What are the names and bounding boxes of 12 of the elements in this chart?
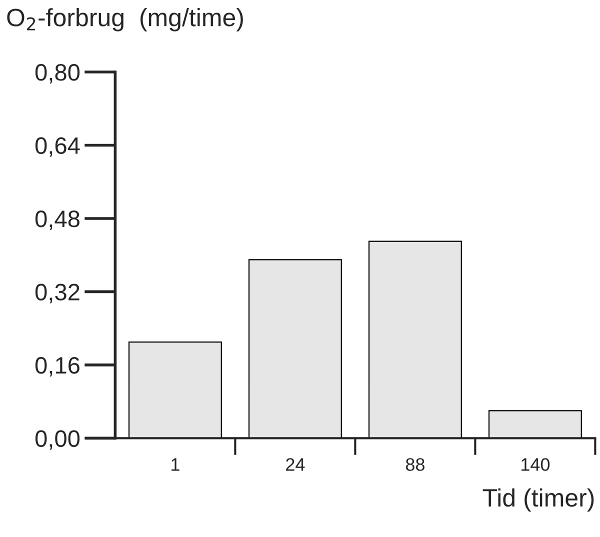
y-tick-label: 0,32 (35, 284, 80, 304)
x-tick-label: 24 (286, 458, 305, 471)
y-tick-label: 0,16 (35, 357, 80, 377)
y-tick-label: 0,00 (35, 430, 80, 450)
y-tick-label: 0,64 (35, 137, 80, 157)
x-tick-label: 88 (406, 458, 424, 471)
x-axis-title: Tid (timer) (482, 488, 594, 512)
y-axis-title: O$_{2}$-forbrug (mg/time) (7, 8, 243, 32)
y-tick-label: 0,80 (35, 64, 80, 84)
x-tick-label: 140 (522, 458, 550, 471)
x-tick-label: 1 (172, 458, 180, 471)
y-tick-label: 0,48 (35, 210, 80, 230)
